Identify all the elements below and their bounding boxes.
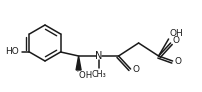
Text: O: O (175, 56, 182, 66)
Text: O: O (133, 64, 140, 74)
Text: N: N (95, 51, 102, 61)
Polygon shape (76, 56, 81, 70)
Text: HO: HO (5, 47, 18, 56)
Text: OH: OH (170, 29, 183, 38)
Text: ̇OH: ̇OH (80, 71, 93, 80)
Text: O: O (173, 36, 180, 45)
Text: CH₃: CH₃ (91, 70, 106, 79)
